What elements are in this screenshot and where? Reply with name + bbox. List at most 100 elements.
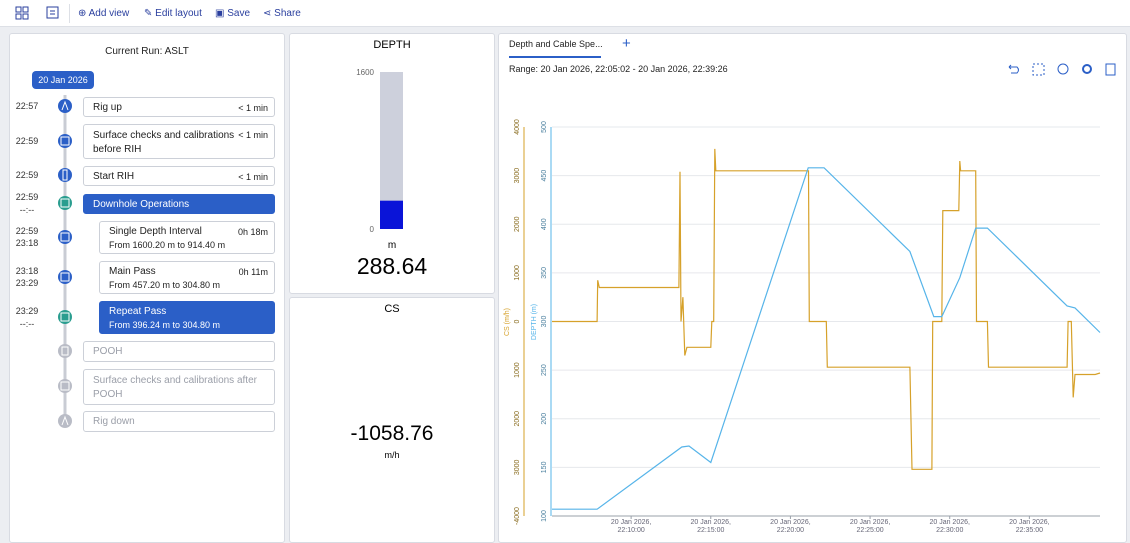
x-tick-label: 20 Jan 2026, 22:30:00: [929, 519, 970, 534]
readout-title: CS: [384, 303, 399, 315]
button-label: Add view: [88, 8, 130, 19]
series-line: [552, 148, 1101, 470]
step-icon: [58, 379, 72, 393]
step[interactable]: Surface checks and calibrations before R…: [83, 124, 275, 159]
zoom-icon[interactable]: [1032, 63, 1045, 76]
step-time: 23:29: [15, 278, 39, 288]
y-tick-label: 0: [514, 319, 521, 323]
readout-value: -1058.76: [351, 422, 434, 445]
step-time: 22:59: [15, 170, 39, 180]
add-view-button[interactable]: ⊕ Add view: [78, 8, 130, 19]
tab-underline: [509, 56, 601, 58]
step-duration: 0h 11m: [238, 267, 268, 277]
gauge-unit: m: [388, 240, 396, 251]
step-time: 22:59: [15, 226, 39, 236]
y2-axis-title: DEPTH (m): [531, 304, 538, 340]
timeline: [58, 95, 72, 428]
button-label: Save: [227, 8, 251, 19]
y2-tick-label: 350: [541, 267, 548, 279]
gauge-fill: [380, 200, 403, 229]
y2-tick-label: 250: [541, 364, 548, 376]
step-label: Start RIH: [93, 171, 135, 182]
step-time: 22:59: [15, 192, 39, 202]
x-tick-label: 20 Jan 2026, 22:10:00: [610, 519, 652, 534]
x-tick-label: 20 Jan 2026, 22:20:00: [770, 519, 811, 534]
refresh-icon[interactable]: [1057, 63, 1069, 75]
step[interactable]: Repeat Pass From 396.24 m to 304.80 m: [99, 301, 275, 334]
step-detail: From 457.20 m to 304.80 m: [109, 280, 221, 290]
settings-icon[interactable]: [1082, 64, 1092, 74]
button-label: Edit layout: [155, 8, 202, 19]
step[interactable]: Start RIH < 1 min: [83, 166, 275, 186]
step[interactable]: POOH: [83, 341, 275, 362]
step-icon: [58, 99, 72, 113]
x-tick-label: 20 Jan 2026, 22:25:00: [849, 519, 891, 534]
readout-unit: m/h: [384, 450, 399, 460]
y-axis-title: CS (m/h): [504, 308, 511, 336]
save-button[interactable]: ▣ Save: [215, 8, 251, 19]
button-label: Share: [274, 8, 301, 19]
y2-tick-label: 400: [541, 218, 548, 230]
gauge-track: [380, 72, 403, 229]
undo-icon[interactable]: [1008, 64, 1019, 74]
step-icon: [58, 168, 72, 182]
date-pill: 20 Jan 2026: [32, 71, 94, 89]
y2-tick-label: 500: [541, 121, 548, 133]
divider: [69, 4, 70, 23]
chart-tab[interactable]: Depth and Cable Spe...: [509, 39, 603, 49]
step[interactable]: Main Pass From 457.20 m to 304.80 m 0h 11m: [99, 261, 275, 294]
step-detail: From 396.24 m to 304.80 m: [109, 320, 221, 330]
step[interactable]: Downhole Operations: [83, 194, 275, 214]
step-icon: [58, 230, 72, 244]
y-tick-label: -4000: [514, 507, 521, 525]
step-time: 23:18: [15, 238, 39, 248]
step-label: Downhole Operations: [93, 199, 190, 210]
step-time: --:--: [19, 319, 35, 329]
series-line: [552, 167, 1101, 510]
cs-panel: [289, 297, 495, 543]
y2-tick-label: 300: [541, 316, 548, 328]
y2-tick-label: 150: [541, 461, 548, 473]
step[interactable]: Rig down: [83, 411, 275, 432]
step-icon: [58, 344, 72, 358]
y-tick-label: 1000: [514, 362, 521, 378]
step[interactable]: Surface checks and calibrations after PO…: [83, 369, 275, 405]
step-duration: < 1 min: [238, 130, 268, 140]
add-tab-button[interactable]: +: [622, 35, 631, 52]
export-icon[interactable]: [1105, 63, 1116, 76]
step-duration: < 1 min: [238, 103, 268, 113]
step-label: Surface checks and calibrations after PO…: [93, 375, 257, 400]
edit-layout-button[interactable]: ✎ Edit layout: [144, 8, 202, 19]
share-button[interactable]: ⋖ Share: [263, 8, 301, 19]
step-label: Main Pass: [109, 266, 156, 277]
panel-icon[interactable]: [46, 6, 60, 20]
layout-icon[interactable]: [15, 6, 29, 20]
x-tick-label: 20 Jan 2026, 22:35:00: [1009, 519, 1050, 534]
step-icon: [58, 414, 72, 428]
gauge-tick-label: 0: [370, 225, 375, 234]
step-time: 22:59: [15, 136, 39, 146]
step-label: Repeat Pass: [109, 306, 167, 317]
step-label: Rig up: [93, 102, 122, 113]
gauge-value: 288.64: [357, 253, 428, 279]
x-tick-label: 20 Jan 2026, 22:15:00: [690, 519, 731, 534]
step-icon: [58, 270, 72, 284]
y-tick-label: 3000: [514, 459, 521, 475]
step[interactable]: Rig up < 1 min: [83, 97, 275, 117]
y2-tick-label: 100: [541, 510, 548, 522]
y-tick-label: 2000: [514, 411, 521, 427]
step-icon: [58, 310, 72, 324]
step[interactable]: Single Depth Interval From 1600.20 m to 9…: [99, 221, 275, 254]
step-duration: < 1 min: [238, 172, 268, 182]
y2-tick-label: 200: [541, 413, 548, 425]
step-time: --:--: [19, 205, 35, 215]
y2-tick-label: 450: [541, 170, 548, 182]
step-label: Surface checks and calibrations before R…: [93, 130, 235, 155]
step-time: 23:29: [15, 306, 39, 316]
gauge-title: DEPTH: [373, 39, 410, 51]
y-tick-label: 1000: [514, 265, 521, 281]
step-icon: [58, 196, 72, 210]
step-time: 23:18: [15, 266, 39, 276]
